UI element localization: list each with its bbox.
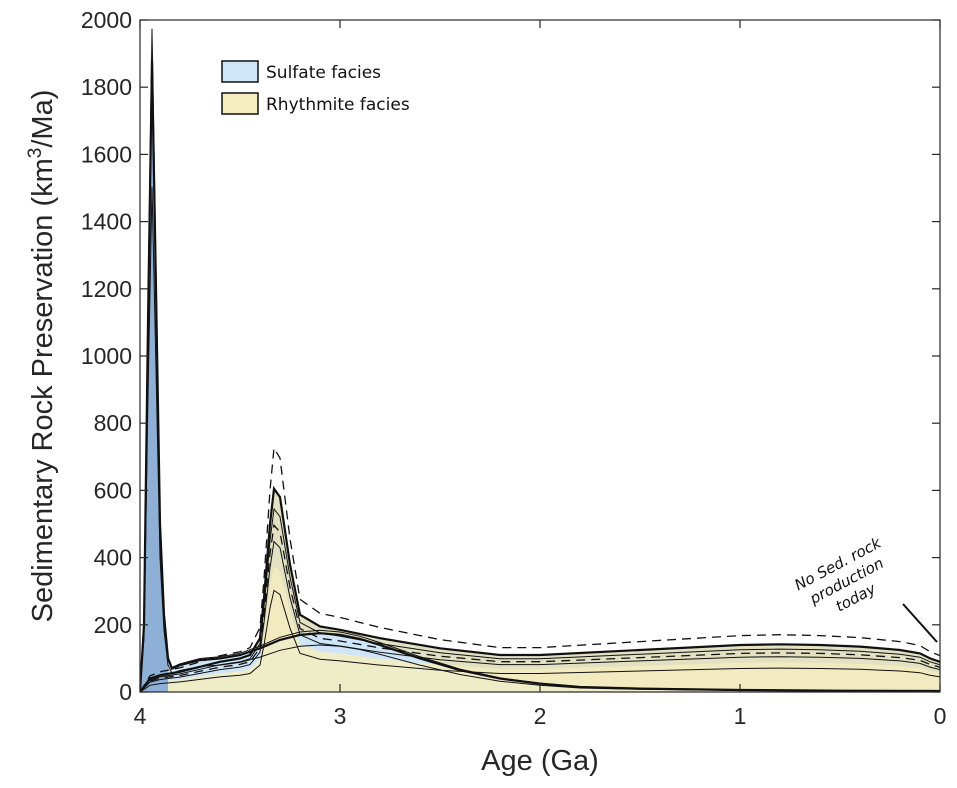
series-rhythmite-line [140, 485, 940, 692]
y-tick-label: 1000 [81, 343, 132, 369]
series-sulfate-spike-area [140, 60, 168, 692]
ensemble-line [140, 186, 940, 692]
annotation: No Sed. rock production today [792, 533, 887, 615]
legend: Sulfate facies Rhythmite facies [221, 60, 410, 115]
x-tick-label: 2 [534, 703, 547, 729]
y-tick-label: 0 [119, 679, 132, 705]
plot-series-group [140, 28, 940, 692]
x-tick-label: 3 [334, 703, 347, 729]
x-tick-label: 1 [734, 703, 747, 729]
x-axis-label: Age (Ga) [481, 745, 599, 777]
legend-swatch-rhythmite [221, 92, 259, 115]
legend-label-sulfate: Sulfate facies [266, 63, 381, 83]
ensemble-line [140, 589, 940, 692]
y-tick-label: 200 [94, 612, 132, 638]
x-tick-label: 4 [134, 703, 147, 729]
x-tick-label: 0 [934, 703, 947, 729]
y-tick-label: 1400 [81, 209, 132, 235]
y-tick-label: 2000 [81, 7, 132, 33]
ensemble-line [140, 446, 940, 692]
annotation-arrow [902, 603, 938, 643]
axes: 0 200 400 600 800 1000 1200 1400 1600 1800 2000 4 3 2… [81, 7, 947, 729]
y-tick-label: 1800 [81, 74, 132, 100]
ensemble-line [140, 523, 940, 692]
plot-area [140, 28, 940, 692]
y-axis-label: Sedimentary Rock Preservation (km3/Ma) [25, 90, 59, 623]
series-sulfate-line [140, 60, 940, 692]
y-tick-label: 600 [94, 477, 132, 503]
ensemble-line [140, 507, 940, 692]
y-tick-label: 1600 [81, 141, 132, 167]
y-tick-label: 1200 [81, 276, 132, 302]
legend-swatch-sulfate [221, 60, 259, 83]
legend-label-rhythmite: Rhythmite facies [266, 95, 410, 115]
y-tick-label: 800 [94, 410, 132, 436]
y-tick-label: 400 [94, 545, 132, 571]
